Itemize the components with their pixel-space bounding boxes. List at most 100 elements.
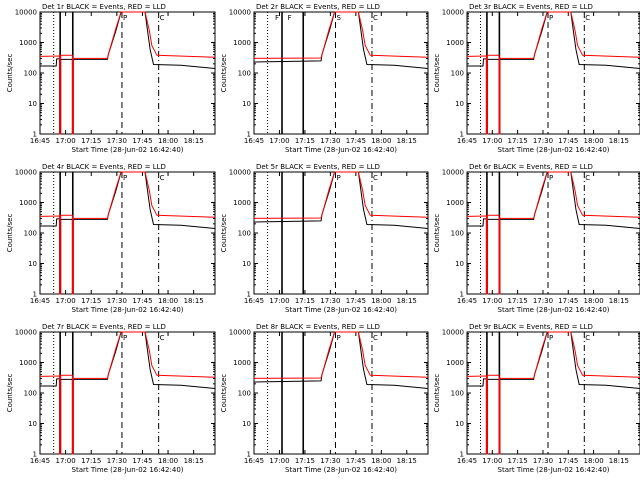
event-marker-label: P	[336, 334, 340, 342]
x-tick-label: 17:00	[56, 137, 76, 145]
x-tick-label: 18:15	[609, 297, 629, 305]
lld-series-line	[39, 171, 216, 295]
x-tick-label: 18:15	[184, 457, 204, 465]
events-series-line	[467, 171, 640, 295]
x-tick-label: 16:45	[30, 297, 50, 305]
y-axis-label: Counts/sec	[6, 374, 14, 413]
x-axis-label: Start Time (28-Jun-02 16:42:40)	[285, 306, 397, 314]
x-tick-label: 17:45	[346, 137, 366, 145]
event-marker-label: C	[585, 174, 590, 182]
y-tick-label: 1000	[233, 39, 251, 47]
y-tick-label: 10	[242, 420, 251, 428]
panel-title: Det 5r BLACK = Events, RED = LLD	[256, 163, 380, 171]
y-tick-label: 1000	[233, 199, 251, 207]
x-tick-label: 17:00	[269, 137, 289, 145]
y-tick-label: 10000	[442, 9, 464, 17]
x-tick-label: 16:45	[244, 297, 264, 305]
panel-title: Det 7r BLACK = Events, RED = LLD	[42, 323, 166, 331]
y-tick-label: 10	[455, 100, 464, 108]
x-tick-label: 18:00	[158, 137, 178, 145]
x-tick-label: 17:00	[482, 457, 502, 465]
y-tick-label: 100	[24, 390, 37, 398]
events-series-line	[253, 331, 429, 389]
event-marker-label: C	[160, 14, 165, 22]
x-tick-label: 17:00	[482, 297, 502, 305]
y-tick-label: 10000	[229, 169, 251, 177]
x-tick-label: 18:15	[397, 457, 417, 465]
x-tick-label: 17:30	[107, 297, 127, 305]
plot-frame	[466, 331, 640, 455]
y-tick-label: 1000	[233, 359, 251, 367]
x-tick-label: 17:45	[558, 457, 578, 465]
x-tick-label: 18:15	[609, 137, 629, 145]
panel-title: Det 8r BLACK = Events, RED = LLD	[256, 323, 380, 331]
x-tick-label: 17:30	[320, 297, 340, 305]
x-tick-label: 18:00	[371, 137, 391, 145]
x-axis-label: Start Time (28-Jun-02 16:42:40)	[72, 146, 184, 154]
x-tick-label: 17:45	[346, 297, 366, 305]
x-axis-label: Start Time (28-Jun-02 16:42:40)	[285, 146, 397, 154]
x-tick-label: 17:30	[533, 297, 553, 305]
y-tick-label: 10000	[15, 169, 37, 177]
y-tick-label: 1	[33, 291, 37, 299]
y-tick-label: 1000	[446, 199, 464, 207]
detector-panel: Det 9r BLACK = Events, RED = LLD 1 10 100 10…	[433, 323, 640, 474]
panel-title: Det 4r BLACK = Events, RED = LLD	[42, 163, 166, 171]
y-tick-label: 10	[455, 260, 464, 268]
event-marker-label: P	[123, 14, 127, 22]
y-tick-label: 10000	[442, 329, 464, 337]
x-tick-label: 17:45	[558, 297, 578, 305]
x-tick-label: 16:45	[244, 137, 264, 145]
lld-series-line	[466, 11, 640, 135]
events-series-line	[253, 11, 429, 69]
event-marker-label: P	[123, 174, 127, 182]
lld-series-line	[253, 171, 429, 219]
y-tick-label: 10	[242, 260, 251, 268]
x-axis-label: Start Time (28-Jun-02 16:42:40)	[498, 146, 610, 154]
x-tick-label: 17:45	[132, 137, 152, 145]
y-tick-label: 1000	[19, 39, 37, 47]
y-tick-label: 100	[451, 70, 464, 78]
y-tick-label: 1000	[446, 39, 464, 47]
y-axis-label: Counts/sec	[220, 54, 228, 93]
plot-frame	[39, 11, 216, 135]
detector-panel: Det 1r BLACK = Events, RED = LLD 1 10 100 10…	[6, 3, 216, 154]
detector-panel: Det 6r BLACK = Events, RED = LLD 1 10 100 10…	[433, 163, 640, 314]
y-tick-label: 1	[460, 131, 464, 139]
event-marker-label: P	[549, 334, 553, 342]
x-tick-label: 17:15	[508, 137, 528, 145]
x-tick-label: 18:15	[397, 137, 417, 145]
plot-frame	[253, 11, 429, 135]
event-marker-label: C	[160, 174, 165, 182]
x-tick-label: 17:15	[295, 457, 315, 465]
x-tick-label: 16:45	[457, 297, 477, 305]
detector-panel: Det 2r BLACK = Events, RED = LLD 1 10 100 10…	[220, 3, 429, 154]
y-tick-label: 10000	[15, 329, 37, 337]
event-marker-label: C	[373, 334, 378, 342]
x-axis-label: Start Time (28-Jun-02 16:42:40)	[285, 466, 397, 474]
plot-frame	[466, 171, 640, 295]
x-tick-label: 18:00	[158, 297, 178, 305]
x-tick-label: 18:00	[371, 297, 391, 305]
y-tick-label: 10000	[229, 329, 251, 337]
x-axis-label: Start Time (28-Jun-02 16:42:40)	[72, 306, 184, 314]
y-tick-label: 100	[238, 390, 251, 398]
y-tick-label: 100	[451, 390, 464, 398]
y-axis-label: Counts/sec	[433, 374, 441, 413]
x-tick-label: 17:30	[533, 137, 553, 145]
panel-title: Det 3r BLACK = Events, RED = LLD	[469, 3, 593, 11]
x-tick-label: 17:00	[56, 457, 76, 465]
event-marker-label: C	[160, 334, 165, 342]
y-tick-label: 10000	[229, 9, 251, 17]
plot-frame	[39, 331, 216, 455]
y-tick-label: 100	[451, 230, 464, 238]
x-tick-label: 18:00	[583, 137, 603, 145]
y-tick-label: 10	[28, 260, 37, 268]
events-series-line	[40, 11, 216, 135]
event-marker-label: C	[373, 14, 378, 22]
x-tick-label: 18:15	[609, 457, 629, 465]
y-tick-label: 100	[24, 70, 37, 78]
y-tick-label: 100	[24, 230, 37, 238]
x-tick-label: 17:30	[107, 457, 127, 465]
